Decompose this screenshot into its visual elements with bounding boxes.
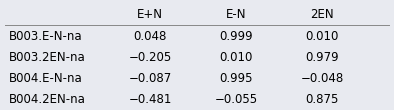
Text: B003.E-N-na: B003.E-N-na [9,30,83,43]
Text: B003.2EN-na: B003.2EN-na [9,51,86,64]
Text: −0.048: −0.048 [301,72,344,85]
Text: 0.995: 0.995 [219,72,253,85]
Text: −0.481: −0.481 [128,93,172,106]
Text: 0.048: 0.048 [133,30,167,43]
Text: 0.010: 0.010 [305,30,339,43]
Text: E+N: E+N [137,8,163,21]
Text: E-N: E-N [226,8,246,21]
Text: B004.2EN-na: B004.2EN-na [9,93,86,106]
Text: B004.E-N-na: B004.E-N-na [9,72,83,85]
Text: 0.979: 0.979 [305,51,339,64]
Text: 0.010: 0.010 [219,51,253,64]
Text: −0.055: −0.055 [215,93,258,106]
Text: 0.875: 0.875 [305,93,339,106]
Text: −0.087: −0.087 [128,72,172,85]
Text: −0.205: −0.205 [128,51,172,64]
Text: 0.999: 0.999 [219,30,253,43]
Text: 2EN: 2EN [310,8,334,21]
